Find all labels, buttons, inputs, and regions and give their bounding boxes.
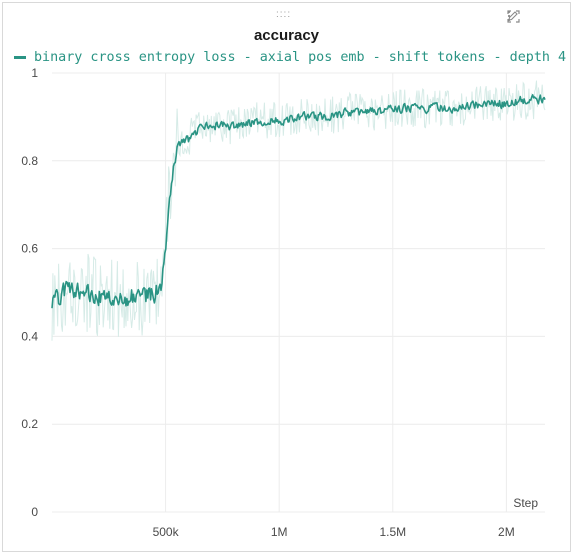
x-tick-label: 1M (271, 525, 288, 539)
y-tick-label: 0.4 (21, 329, 38, 343)
legend-label: binary cross entropy loss - axial pos em… (34, 50, 567, 65)
x-axis-label: Step (513, 496, 538, 510)
chart-title: accuracy (253, 27, 320, 44)
more-vert-icon[interactable] (507, 10, 565, 24)
y-tick-label: 1 (31, 66, 38, 80)
legend-swatch (14, 56, 26, 59)
x-tick-label: 1.5M (379, 525, 406, 539)
pencil-icon[interactable] (507, 10, 521, 24)
y-tick-label: 0.2 (21, 417, 38, 431)
x-tick-label: 2M (498, 525, 515, 539)
panel-toolbar (507, 10, 565, 24)
grid-lines (52, 72, 545, 513)
y-tick-label: 0.8 (21, 154, 38, 168)
x-tick-label: 500k (153, 525, 180, 539)
drag-handle-icon[interactable]: :::: (276, 9, 292, 20)
x-axis: 500k 1M 1.5M 2M (153, 525, 515, 539)
smoothed-accuracy-line (51, 94, 546, 309)
smoothed-series (51, 94, 546, 309)
y-tick-label: 0.6 (21, 242, 38, 256)
chart-legend[interactable]: binary cross entropy loss - axial pos em… (14, 50, 569, 65)
y-axis: 0 0.2 0.4 0.6 0.8 1 (21, 66, 38, 519)
fullscreen-icon[interactable] (507, 10, 543, 24)
y-tick-label: 0 (31, 505, 38, 519)
